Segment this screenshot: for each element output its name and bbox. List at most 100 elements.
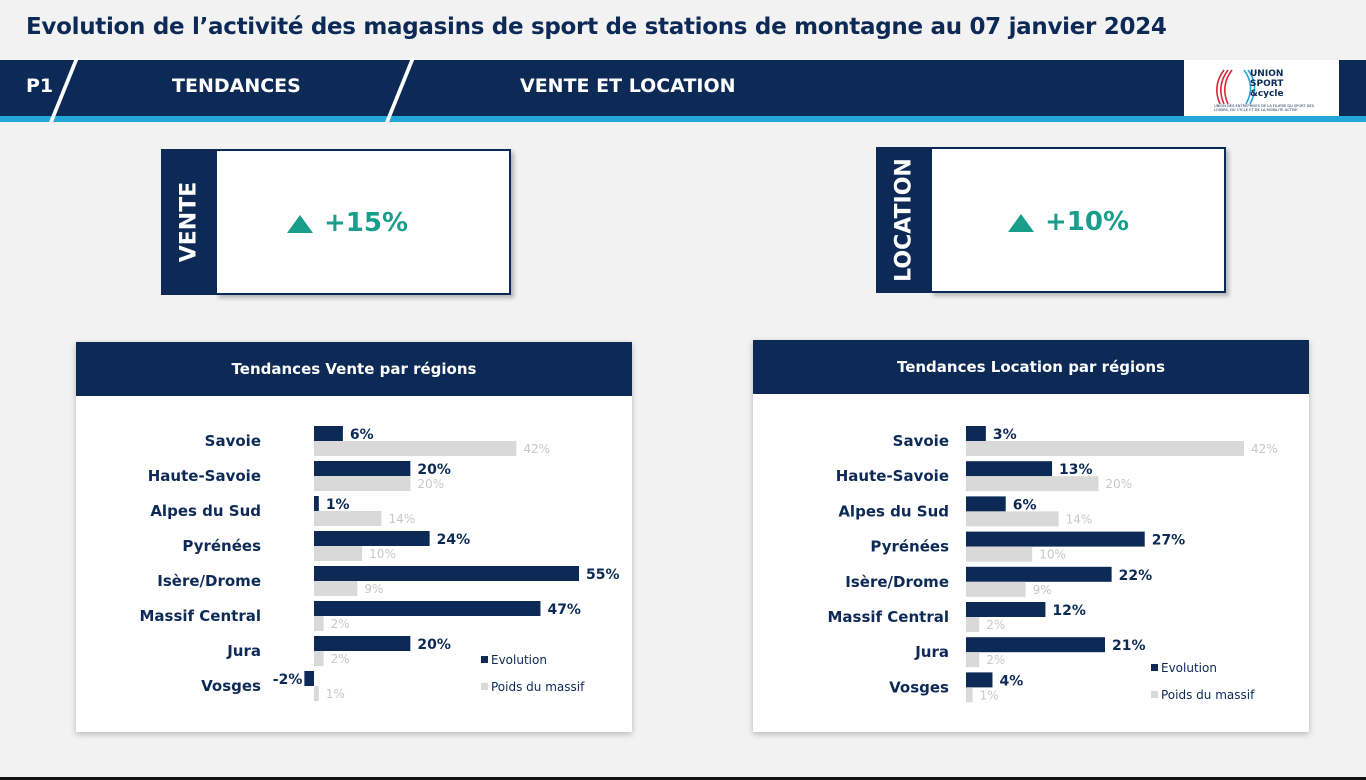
chart-title: Tendances Vente par régions	[76, 342, 632, 396]
poids-data-label: 14%	[388, 512, 415, 526]
logo-arcs-icon	[1216, 69, 1256, 105]
poids-data-label: 2%	[331, 652, 350, 666]
category-label: Isère/Drome	[845, 573, 949, 591]
logo-wordmark: UNION SPORT &cycle	[1250, 69, 1284, 99]
poids-data-label: 9%	[364, 582, 383, 596]
evolution-data-label: 3%	[993, 427, 1017, 443]
kpi-location-box: +10%	[930, 147, 1226, 293]
evolution-data-label: 47%	[547, 602, 581, 618]
evolution-bar	[966, 566, 1112, 582]
poids-data-label: 14%	[1066, 512, 1093, 526]
poids-data-label: 42%	[523, 442, 550, 456]
poids-data-label: 10%	[369, 547, 396, 561]
legend-label-evolution: Evolution	[1161, 661, 1217, 675]
legend-swatch-poids	[481, 683, 488, 690]
category-label: Pyrénées	[182, 537, 261, 555]
logo-tagline: UNION DES ENTREPRISES DE LA FILIÈRE DU S…	[1214, 104, 1315, 112]
poids-bar	[314, 546, 363, 561]
poids-bar	[314, 581, 358, 596]
evolution-data-label: 1%	[326, 497, 350, 513]
section-banner	[0, 60, 1366, 116]
evolution-data-label: 12%	[1052, 603, 1086, 619]
kpi-location-side-label: LOCATION	[876, 147, 932, 293]
poids-bar	[314, 616, 324, 631]
evolution-bar	[314, 636, 411, 651]
kpi-vente-box: +15%	[215, 149, 511, 295]
poids-data-label: 10%	[1039, 548, 1066, 562]
legend-label-poids: Poids du massif	[491, 680, 585, 694]
up-triangle-icon	[1008, 214, 1034, 232]
evolution-data-label: -2%	[273, 672, 303, 688]
poids-bar	[966, 511, 1059, 527]
evolution-bar	[314, 531, 430, 546]
poids-bar	[314, 441, 517, 456]
category-label: Savoie	[893, 432, 949, 450]
kpi-location-value: +10%	[1045, 207, 1130, 237]
evolution-data-label: 27%	[1152, 533, 1186, 549]
category-label: Massif Central	[828, 608, 950, 626]
category-label: Alpes du Sud	[838, 502, 949, 520]
poids-bar	[314, 686, 319, 701]
category-label: Vosges	[889, 678, 949, 696]
category-label: Massif Central	[140, 607, 262, 625]
evolution-data-label: 21%	[1112, 638, 1146, 654]
evolution-bar	[966, 637, 1105, 653]
legend-swatch-poids	[1151, 691, 1158, 698]
poids-data-label: 9%	[1033, 583, 1052, 597]
poids-data-label: 1%	[326, 687, 345, 701]
chart-card-location: Tendances Location par régions Savoie 3% 4…	[753, 340, 1309, 732]
category-label: Alpes du Sud	[150, 502, 261, 520]
kpi-vente-label: VENTE	[176, 181, 202, 263]
category-label: Pyrénées	[870, 538, 949, 556]
chart-vente: Savoie 6%42%Haute-Savoie 20%20%Alpes du Su…	[140, 426, 620, 701]
union-sport-cycle-logo: UNION SPORT &cycle UNION DES ENTREPRISES…	[1184, 60, 1339, 116]
poids-data-label: 2%	[986, 618, 1005, 632]
poids-bar	[314, 511, 382, 526]
poids-data-label: 42%	[1251, 442, 1278, 456]
poids-data-label: 20%	[417, 477, 444, 491]
evolution-bar	[314, 461, 411, 476]
bottom-rule	[0, 777, 1366, 780]
poids-bar	[314, 476, 411, 491]
evolution-bar	[966, 531, 1145, 547]
category-label: Haute-Savoie	[836, 467, 949, 485]
chart-card-vente: Tendances Vente par régions Savoie 6% 42% H…	[76, 342, 632, 732]
page-number-label: P1	[26, 75, 54, 97]
evolution-data-label: 24%	[437, 532, 471, 548]
poids-data-label: 2%	[986, 653, 1005, 667]
evolution-data-label: 13%	[1059, 462, 1093, 478]
category-label: Vosges	[201, 677, 261, 695]
evolution-bar	[304, 671, 314, 686]
poids-data-label: 2%	[331, 617, 350, 631]
evolution-data-label: 20%	[417, 637, 451, 653]
up-triangle-icon	[287, 215, 313, 233]
evolution-data-label: 55%	[586, 567, 620, 583]
category-label: Haute-Savoie	[148, 467, 261, 485]
evolution-bar	[314, 426, 343, 441]
chart-title: Tendances Location par régions	[753, 340, 1309, 394]
evolution-bar	[314, 601, 541, 616]
evolution-data-label: 4%	[999, 673, 1023, 689]
evolution-data-label: 6%	[1013, 497, 1037, 513]
poids-bar	[966, 617, 980, 632]
evolution-bar	[966, 672, 993, 688]
kpi-location-label: LOCATION	[891, 158, 917, 282]
poids-bar	[966, 652, 980, 668]
evolution-bar	[314, 566, 579, 581]
evolution-bar	[314, 496, 319, 511]
kpi-vente-value: +15%	[324, 208, 409, 238]
category-label: Savoie	[205, 432, 261, 450]
poids-bar	[966, 581, 1026, 597]
legend-label-poids: Poids du massif	[1161, 688, 1255, 702]
evolution-bar	[966, 602, 1046, 617]
poids-bar	[966, 687, 973, 703]
chart-location: Savoie 3% 42% Haute-Savoie 13% 20% Alpes du Su…	[828, 426, 1278, 703]
category-label: Jura	[226, 642, 261, 660]
poids-bar	[966, 476, 1099, 492]
evolution-data-label: 22%	[1119, 568, 1153, 584]
banner-accent-stripe	[0, 116, 1366, 122]
kpi-vente-side-label: VENTE	[161, 149, 217, 295]
poids-data-label: 1%	[980, 688, 999, 702]
poids-bar	[314, 651, 324, 666]
legend-swatch-evolution	[481, 656, 488, 663]
